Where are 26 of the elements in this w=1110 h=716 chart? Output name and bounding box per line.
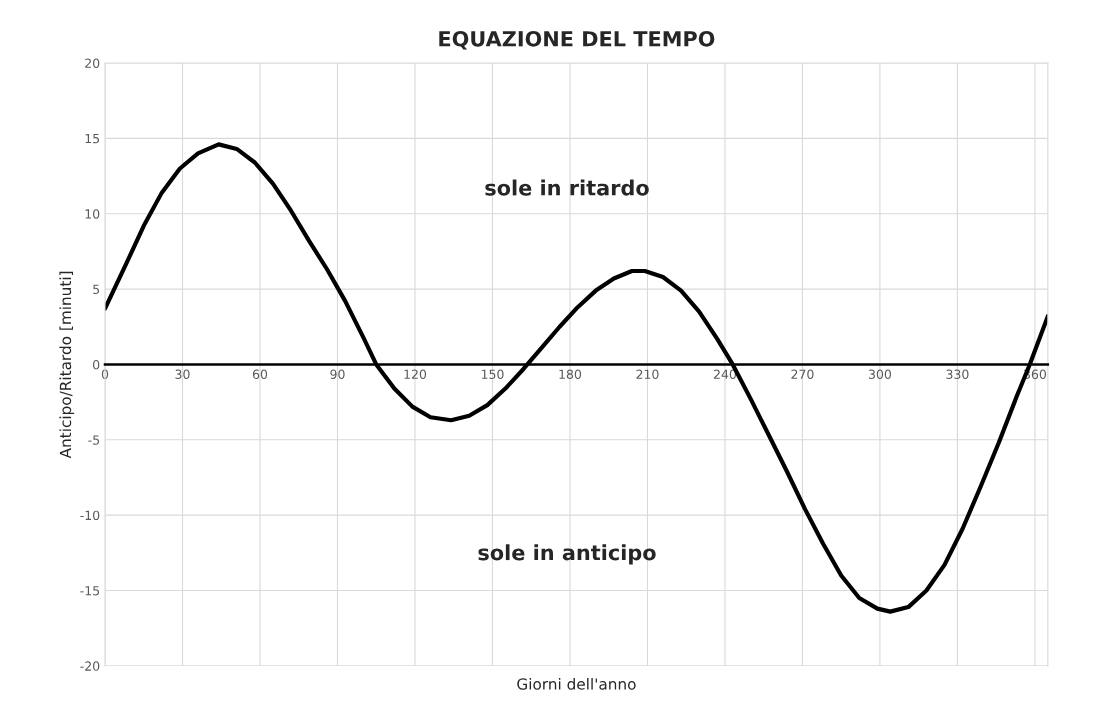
x-tick-label: 0 (101, 369, 109, 379)
x-tick-label: 210 (636, 369, 659, 379)
y-tick-label: 5 (93, 284, 100, 295)
x-tick-label: 120 (404, 369, 427, 379)
y-axis-title: Anticipo/Ritardo [minuti] (59, 271, 75, 459)
y-tick-label: 0 (93, 359, 100, 370)
x-tick-label: 90 (330, 369, 345, 379)
y-tick-label: 10 (85, 209, 100, 219)
y-tick-label: 15 (85, 134, 100, 144)
annotation: sole in ritardo (485, 179, 649, 196)
y-tick-label: -5 (88, 435, 100, 445)
x-tick-label: 30 (175, 369, 190, 379)
x-tick-label: 60 (252, 369, 268, 379)
x-tick-label: 300 (868, 369, 892, 379)
x-tick-label: 330 (946, 369, 969, 379)
chart-title: EQUAZIONE DEL TEMPO (439, 30, 715, 50)
y-tick-label: -15 (80, 586, 100, 596)
y-tick-label: -10 (80, 510, 100, 521)
x-axis-title: Giorni dell'anno (517, 677, 636, 690)
y-tick-label: -20 (80, 661, 100, 671)
x-tick-label: 150 (481, 369, 504, 379)
annotation: sole in anticipo (478, 544, 656, 565)
x-tick-label: 270 (791, 369, 814, 379)
y-tick-label: 20 (85, 58, 100, 68)
x-tick-label: 180 (559, 369, 582, 379)
x-tick-label: 240 (713, 369, 737, 379)
